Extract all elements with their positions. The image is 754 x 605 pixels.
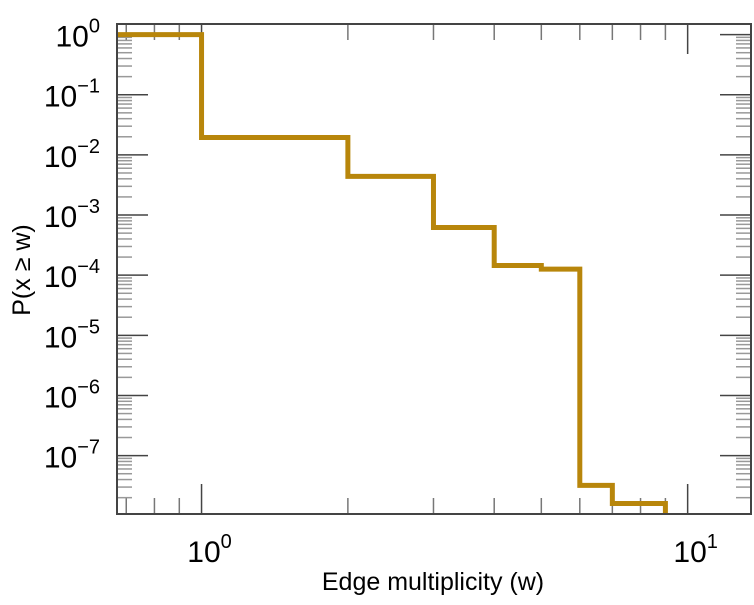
y-tick-label: 10−6	[44, 376, 100, 414]
y-tick-label: 10−4	[44, 256, 100, 294]
series-line	[117, 32, 668, 514]
tick-labels: 100 10−1 10−2 10−3 10−4 10−5 10−6 10−7 100 101	[44, 16, 718, 569]
axis-ticks	[117, 24, 751, 514]
x-tick-label: 100	[187, 531, 232, 569]
plot-frame	[116, 23, 752, 515]
y-axis-label: P(x ≥ w)	[8, 224, 36, 316]
y-tick-label: 10−7	[44, 437, 100, 475]
y-tick-label: 10−1	[44, 76, 100, 114]
x-tick-label: 101	[673, 531, 718, 569]
y-tick-label: 10−5	[44, 316, 100, 354]
x-axis-label: Edge multiplicity (w)	[322, 568, 544, 596]
y-tick-label: 10−3	[44, 196, 100, 234]
y-tick-label: 100	[56, 16, 101, 54]
y-tick-label: 10−2	[44, 136, 100, 174]
